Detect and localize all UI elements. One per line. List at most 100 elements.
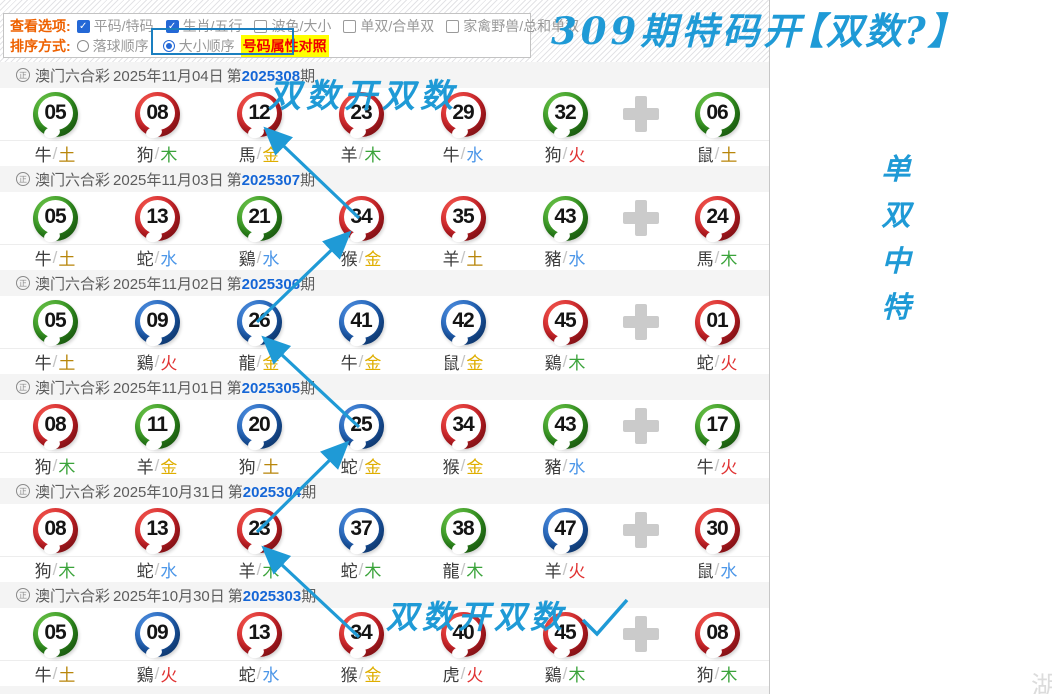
issue-prefix: 第 [226,275,242,293]
checkbox-unchecked-icon[interactable] [343,19,357,33]
ball-number: 05 [44,100,66,124]
issue-prefix: 第 [226,67,242,85]
separator-text: / [460,455,466,475]
lottery-name: 澳门六合彩 [35,379,111,397]
zodiac-text: 龍 [238,354,256,373]
ball-cell: 23 [208,507,310,553]
ball-cell: 41 [310,299,412,345]
element-text: 金 [364,250,382,269]
zodiac-element-label: 牛 / 土 [4,661,106,686]
zodiac-text: 羊 [238,562,256,581]
ball-number: 34 [350,204,372,228]
ball-cell: 43 [514,195,616,241]
result-header: 正澳门六合彩 2025年11月04日 第2025308期 [0,62,770,88]
sort-option-radio[interactable]: 大小顺序 [162,36,235,56]
number-attribute-compare-link[interactable]: 号码属性对照 [240,35,329,57]
element-text: 木 [262,562,280,581]
ball-cell: 35 [412,195,514,241]
element-text: 木 [466,562,484,581]
issue-group: 第2025305期 [227,377,315,398]
checkbox-unchecked-icon[interactable] [446,19,460,33]
lottery-ball-red: 40 [440,611,486,657]
checkbox-checked-icon[interactable]: ✓ [76,19,90,33]
lottery-ball-red: 08 [694,611,740,657]
separator-text: / [52,455,58,475]
checkbox-checked-icon[interactable]: ✓ [165,19,179,33]
zodiac-element-label: 蛇 / 木 [310,557,412,582]
view-option-label: 平码/特码 [93,18,154,34]
separator-text: / [154,143,160,163]
view-option-checkbox[interactable]: 单双/合单双 [343,16,434,36]
separator-text: / [358,143,364,163]
lottery-ball-red: 01 [694,299,740,345]
zodiac-element-label: 牛 / 金 [310,349,412,374]
separator-text: / [52,247,58,267]
lottery-name: 澳门六合彩 [35,587,111,605]
labels-row: 牛 / 土蛇 / 水鷄 / 水猴 / 金羊 / 土豬 / 水馬 / 木 [0,244,770,270]
handwritten-side-text: 单双中特 [876,146,916,326]
ball-number: 05 [44,204,66,228]
ball-cell: 08 [4,507,106,553]
element-text: 木 [720,250,738,269]
lottery-ball-green: 43 [542,403,588,449]
lottery-ball-green: 21 [236,195,282,241]
result-header: 正澳门六合彩 2025年11月02日 第2025306期 [0,270,770,296]
ball-cell: 05 [4,195,106,241]
ball-number: 43 [554,204,576,228]
separator-text: / [562,559,568,579]
issue-suffix: 期 [300,379,316,397]
zodiac-text: 蛇 [340,562,358,581]
ball-number: 35 [452,204,474,228]
zodiac-element-label: 牛 / 火 [666,453,768,478]
ball-cell: 12 [208,91,310,137]
ball-cell: 37 [310,507,412,553]
zodiac-text: 蛇 [136,562,154,581]
element-text: 水 [720,562,738,581]
zodiac-element-label: 羊 / 金 [106,453,208,478]
element-text: 金 [364,458,382,477]
zodiac-text: 羊 [136,458,154,477]
separator-text: / [460,351,466,371]
ball-cell: 34 [310,611,412,657]
zodiac-element-label: 蛇 / 金 [310,453,412,478]
element-text: 土 [720,146,738,165]
zodiac-text: 馬 [696,250,714,269]
zodiac-text: 狗 [544,146,562,165]
checkbox-unchecked-icon[interactable] [254,19,268,33]
lottery-ball-red: 08 [32,403,78,449]
zodiac-element-label: 鷄 / 木 [514,661,616,686]
element-text: 金 [262,354,280,373]
radio-selected-icon[interactable] [162,40,175,52]
view-option-checkbox[interactable]: ✓ 平码/特码 [76,16,154,36]
separator-text: / [460,143,466,163]
issue-group: 第2025308期 [227,65,315,86]
element-text: 火 [720,458,738,477]
element-text: 金 [364,666,382,685]
zodiac-text: 狗 [696,666,714,685]
radio-unselected-icon[interactable] [76,40,89,52]
element-text: 火 [568,562,586,581]
lottery-ball-blue: 42 [440,299,486,345]
zodiac-text: 鷄 [544,354,562,373]
separator-text: / [358,351,364,371]
lottery-ball-blue: 26 [236,299,282,345]
zodiac-text: 羊 [340,146,358,165]
lottery-ball-green: 11 [134,403,180,449]
sort-options-group: 落球顺序 大小顺序 [76,36,235,56]
zodiac-text: 豬 [544,250,562,269]
ball-number: 30 [706,516,728,540]
zodiac-text: 牛 [34,146,52,165]
zodiac-element-label: 猴 / 金 [310,661,412,686]
zodiac-element-label: 龍 / 木 [412,557,514,582]
zodiac-text: 龍 [442,562,460,581]
view-option-checkbox[interactable]: 波色/大小 [254,16,331,36]
zodiac-element-label: 鼠 / 金 [412,349,514,374]
result-header: 正澳门六合彩 2025年10月30日 第2025303期 [0,582,770,608]
view-option-checkbox[interactable]: ✓ 生肖/五行 [165,16,242,36]
view-option-checkbox[interactable]: 家禽野兽/总和单双 [446,16,579,36]
plus-cell [616,200,666,236]
lottery-ball-red: 23 [236,507,282,553]
sort-option-radio[interactable]: 落球顺序 [76,36,149,56]
ball-number: 06 [706,100,728,124]
zodiac-element-label: 鷄 / 火 [106,661,208,686]
